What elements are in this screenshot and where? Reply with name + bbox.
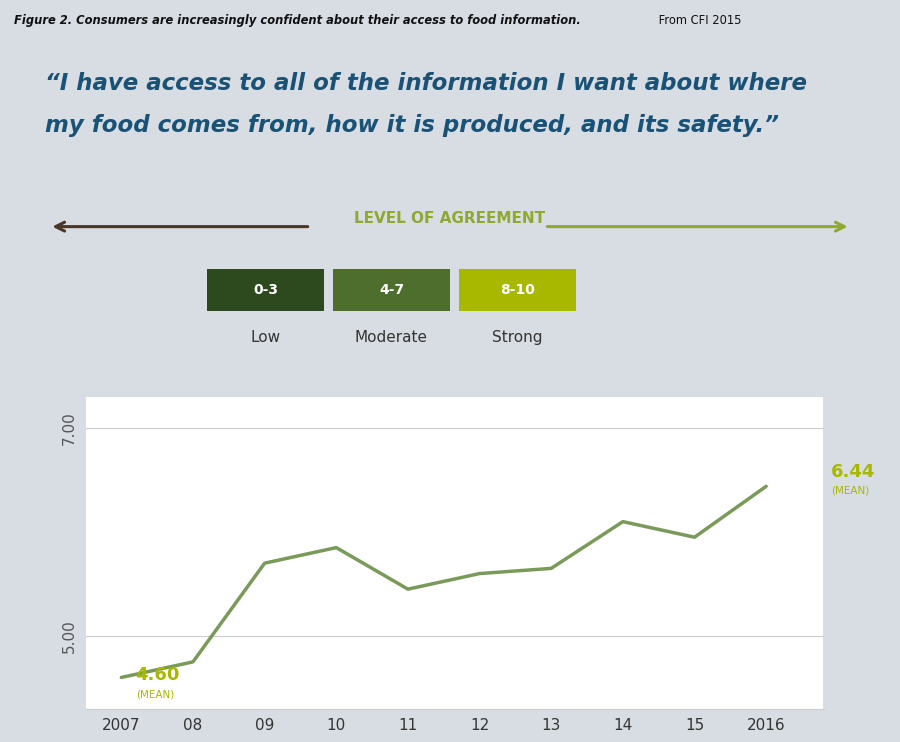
- Text: 4.60: 4.60: [136, 666, 180, 684]
- Text: Moderate: Moderate: [355, 330, 428, 346]
- Text: (MEAN): (MEAN): [831, 485, 868, 496]
- Text: Strong: Strong: [492, 330, 543, 346]
- Text: my food comes from, how it is produced, and its safety.”: my food comes from, how it is produced, …: [45, 114, 779, 137]
- Text: 0-3: 0-3: [253, 283, 278, 297]
- Text: From CFI 2015: From CFI 2015: [655, 14, 742, 27]
- Bar: [459, 269, 576, 311]
- Text: Figure 2. Consumers are increasingly confident about their access to food inform: Figure 2. Consumers are increasingly con…: [14, 14, 580, 27]
- Text: 8-10: 8-10: [500, 283, 535, 297]
- Text: 6.44: 6.44: [831, 463, 875, 481]
- Text: Low: Low: [250, 330, 281, 346]
- Text: (MEAN): (MEAN): [136, 689, 174, 699]
- Bar: [333, 269, 450, 311]
- Bar: [207, 269, 324, 311]
- Text: 4-7: 4-7: [379, 283, 404, 297]
- Text: LEVEL OF AGREEMENT: LEVEL OF AGREEMENT: [355, 211, 545, 226]
- Text: “I have access to all of the information I want about where: “I have access to all of the information…: [45, 73, 807, 96]
